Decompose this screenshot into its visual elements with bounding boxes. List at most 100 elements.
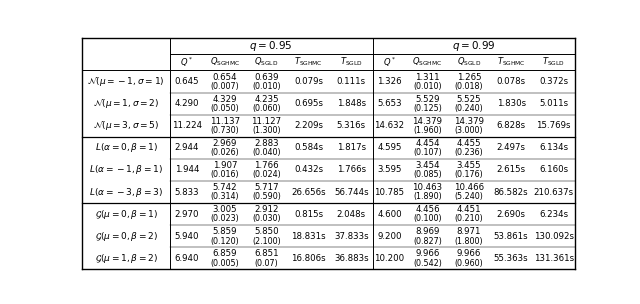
Text: 0.584s: 0.584s xyxy=(294,143,323,152)
Text: $T_{\mathrm{SGHMC}}$: $T_{\mathrm{SGHMC}}$ xyxy=(294,56,323,68)
Text: (0.176): (0.176) xyxy=(454,170,483,179)
Text: (0.018): (0.018) xyxy=(454,82,483,91)
Text: $Q_{\mathrm{SGLD}}$: $Q_{\mathrm{SGLD}}$ xyxy=(457,56,481,68)
Text: $\mathcal{N}(\mu=3,\sigma=5)$: $\mathcal{N}(\mu=3,\sigma=5)$ xyxy=(93,119,159,132)
Text: (0.024): (0.024) xyxy=(252,170,281,179)
Text: 2.912: 2.912 xyxy=(254,205,279,214)
Text: 4.451: 4.451 xyxy=(457,205,481,214)
Text: (0.026): (0.026) xyxy=(211,148,239,157)
Text: 9.200: 9.200 xyxy=(378,232,402,241)
Text: 16.806s: 16.806s xyxy=(291,254,326,263)
Text: 1.766: 1.766 xyxy=(254,161,279,170)
Text: 18.831s: 18.831s xyxy=(291,232,326,241)
Text: $Q^*$: $Q^*$ xyxy=(383,55,396,69)
Text: 4.456: 4.456 xyxy=(415,205,440,214)
Text: 1.907: 1.907 xyxy=(212,161,237,170)
Text: 2.690s: 2.690s xyxy=(497,210,525,219)
Text: (1.960): (1.960) xyxy=(413,126,442,135)
Text: (0.236): (0.236) xyxy=(454,148,483,157)
Text: (2.100): (2.100) xyxy=(252,237,281,246)
Text: (3.000): (3.000) xyxy=(454,126,483,135)
Text: $L(\alpha=0,\beta=1)$: $L(\alpha=0,\beta=1)$ xyxy=(95,141,158,154)
Text: 4.235: 4.235 xyxy=(254,95,279,104)
Text: $L(\alpha=-3,\beta=3)$: $L(\alpha=-3,\beta=3)$ xyxy=(89,185,163,199)
Text: (0.125): (0.125) xyxy=(413,104,442,113)
Text: $Q_{\mathrm{SGHMC}}$: $Q_{\mathrm{SGHMC}}$ xyxy=(210,56,240,68)
Text: 8.969: 8.969 xyxy=(415,227,440,236)
Text: $\mathcal{G}(\mu=0,\beta=1)$: $\mathcal{G}(\mu=0,\beta=1)$ xyxy=(95,208,158,221)
Text: 1.265: 1.265 xyxy=(457,73,481,81)
Text: 6.828s: 6.828s xyxy=(497,121,525,130)
Text: (0.010): (0.010) xyxy=(252,82,281,91)
Text: (0.240): (0.240) xyxy=(454,104,483,113)
Text: 2.883: 2.883 xyxy=(254,139,279,148)
Text: $\mathcal{N}(\mu=-1,\sigma=1)$: $\mathcal{N}(\mu=-1,\sigma=1)$ xyxy=(88,75,165,88)
Text: 11.127: 11.127 xyxy=(252,117,282,126)
Text: 2.209s: 2.209s xyxy=(294,121,323,130)
Text: 10.785: 10.785 xyxy=(374,188,404,196)
Text: (0.107): (0.107) xyxy=(413,148,442,157)
Text: 1.311: 1.311 xyxy=(415,73,440,81)
Text: $T_{\mathrm{SGLD}}$: $T_{\mathrm{SGLD}}$ xyxy=(542,56,565,68)
Text: 4.455: 4.455 xyxy=(457,139,481,148)
Text: 5.653: 5.653 xyxy=(377,99,402,108)
Text: 15.769s: 15.769s xyxy=(536,121,571,130)
Text: 0.639: 0.639 xyxy=(254,73,279,81)
Text: 11.224: 11.224 xyxy=(172,121,202,130)
Text: 4.454: 4.454 xyxy=(415,139,440,148)
Text: 6.234s: 6.234s xyxy=(539,210,568,219)
Text: $T_{\mathrm{SGLD}}$: $T_{\mathrm{SGLD}}$ xyxy=(340,56,363,68)
Text: 5.525: 5.525 xyxy=(457,95,481,104)
Text: 0.078s: 0.078s xyxy=(497,77,525,86)
Text: 2.048s: 2.048s xyxy=(337,210,366,219)
Text: (0.542): (0.542) xyxy=(413,259,442,268)
Text: 1.766s: 1.766s xyxy=(337,165,366,174)
Text: 1.830s: 1.830s xyxy=(497,99,525,108)
Text: (0.085): (0.085) xyxy=(413,170,442,179)
Text: 10.200: 10.200 xyxy=(374,254,404,263)
Text: 0.372s: 0.372s xyxy=(539,77,568,86)
Text: 26.656s: 26.656s xyxy=(291,188,326,196)
Text: 2.615s: 2.615s xyxy=(497,165,525,174)
Text: (0.016): (0.016) xyxy=(211,170,239,179)
Text: 5.529: 5.529 xyxy=(415,95,440,104)
Text: 2.969: 2.969 xyxy=(212,139,237,148)
Text: (0.07): (0.07) xyxy=(255,259,278,268)
Text: $Q_{\mathrm{SGLD}}$: $Q_{\mathrm{SGLD}}$ xyxy=(254,56,278,68)
Text: (0.210): (0.210) xyxy=(454,215,483,223)
Text: 0.645: 0.645 xyxy=(175,77,199,86)
Text: 55.363s: 55.363s xyxy=(494,254,529,263)
Text: 5.850: 5.850 xyxy=(254,227,279,236)
Text: (1.800): (1.800) xyxy=(454,237,483,246)
Text: 9.966: 9.966 xyxy=(415,249,440,258)
Text: 2.970: 2.970 xyxy=(175,210,199,219)
Text: 14.379: 14.379 xyxy=(412,117,442,126)
Text: 5.011s: 5.011s xyxy=(539,99,568,108)
Text: (0.040): (0.040) xyxy=(252,148,281,157)
Text: 131.361s: 131.361s xyxy=(534,254,574,263)
Text: 0.695s: 0.695s xyxy=(294,99,323,108)
Text: (0.120): (0.120) xyxy=(211,237,239,246)
Text: 11.137: 11.137 xyxy=(210,117,240,126)
Text: 130.092s: 130.092s xyxy=(534,232,573,241)
Text: 9.966: 9.966 xyxy=(457,249,481,258)
Text: 1.326: 1.326 xyxy=(377,77,402,86)
Text: 0.815s: 0.815s xyxy=(294,210,323,219)
Text: 4.329: 4.329 xyxy=(212,95,237,104)
Text: $q = 0.95$: $q = 0.95$ xyxy=(250,39,293,53)
Text: (0.730): (0.730) xyxy=(211,126,239,135)
Text: 5.833: 5.833 xyxy=(175,188,199,196)
Text: 6.851: 6.851 xyxy=(254,249,279,258)
Text: (1.890): (1.890) xyxy=(413,192,442,201)
Text: 56.744s: 56.744s xyxy=(334,188,369,196)
Text: (0.827): (0.827) xyxy=(413,237,442,246)
Text: (0.590): (0.590) xyxy=(252,192,281,201)
Text: 14.379: 14.379 xyxy=(454,117,484,126)
Text: 2.497s: 2.497s xyxy=(497,143,525,152)
Text: 6.859: 6.859 xyxy=(212,249,237,258)
Text: 3.005: 3.005 xyxy=(212,205,237,214)
Text: 5.742: 5.742 xyxy=(212,183,237,192)
Text: (0.050): (0.050) xyxy=(211,104,239,113)
Text: $Q_{\mathrm{SGHMC}}$: $Q_{\mathrm{SGHMC}}$ xyxy=(412,56,442,68)
Text: (0.010): (0.010) xyxy=(413,82,442,91)
